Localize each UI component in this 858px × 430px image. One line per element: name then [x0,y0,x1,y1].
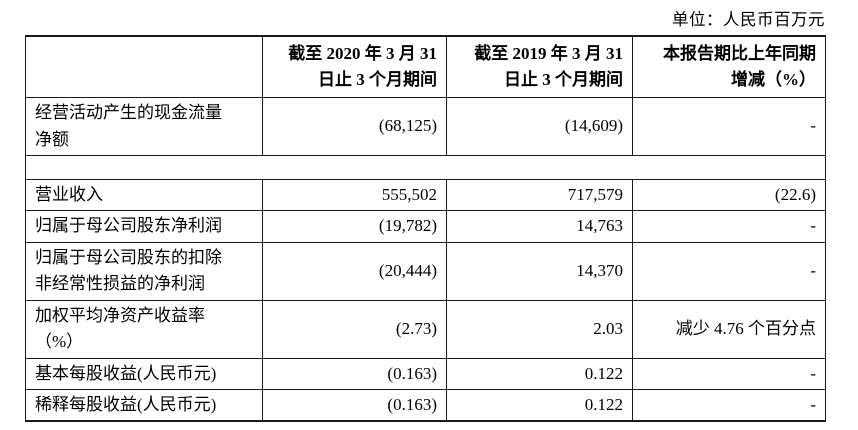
value-change: - [632,241,826,301]
table-row: 基本每股收益(人民币元) (0.163) 0.122 - [25,357,826,391]
spacer-cell [25,155,826,180]
value-change: - [632,97,826,156]
header-period-2019: 截至 2019 年 3 月 31 日止 3 个月期间 [446,35,633,98]
row-label: 营业收入 [25,178,263,212]
value-2019: 2.03 [446,299,633,359]
header-corner-cell [25,35,263,98]
value-2019: 0.122 [446,357,633,391]
header-change: 本报告期比上年同期 增减（%） [632,35,826,98]
value-change: (22.6) [632,178,826,212]
value-2019: 0.122 [446,389,633,422]
table-row: 归属于母公司股东的扣除 非经常性损益的净利润 (20,444) 14,370 - [25,241,826,301]
value-change: - [632,210,826,243]
table-row: 加权平均净资产收益率 （%） (2.73) 2.03 减少 4.76 个百分点 [25,299,826,359]
value-2020: (0.163) [262,389,447,422]
value-2019: 717,579 [446,178,633,212]
table-row: 稀释每股收益(人民币元) (0.163) 0.122 - [25,389,826,422]
row-label: 归属于母公司股东的扣除 非经常性损益的净利润 [25,241,263,301]
value-2020: (0.163) [262,357,447,391]
table-row: 营业收入 555,502 717,579 (22.6) [25,178,826,212]
value-change: - [632,357,826,391]
row-label: 经营活动产生的现金流量 净额 [25,97,263,156]
value-2019: 14,370 [446,241,633,301]
value-change: - [632,389,826,422]
value-2019: 14,763 [446,210,633,243]
value-2020: (2.73) [262,299,447,359]
value-2020: (19,782) [262,210,447,243]
table-row: 归属于母公司股东净利润 (19,782) 14,763 - [25,210,826,243]
unit-label: 单位：人民币百万元 [672,10,825,29]
financial-summary-table: 截至 2020 年 3 月 31 日止 3 个月期间 截至 2019 年 3 月… [25,35,826,423]
value-2020: (20,444) [262,241,447,301]
value-2020: (68,125) [262,97,447,156]
header-period-2020: 截至 2020 年 3 月 31 日止 3 个月期间 [262,35,447,98]
row-label: 基本每股收益(人民币元) [25,357,263,391]
value-2020: 555,502 [262,178,447,212]
value-2019: (14,609) [446,97,633,156]
table-row: 经营活动产生的现金流量 净额 (68,125) (14,609) - [25,97,826,156]
value-change: 减少 4.76 个百分点 [632,299,826,359]
row-label: 稀释每股收益(人民币元) [25,389,263,422]
row-label: 归属于母公司股东净利润 [25,210,263,243]
spacer-row [25,155,826,180]
row-label: 加权平均净资产收益率 （%） [25,299,263,359]
table-header-row: 截至 2020 年 3 月 31 日止 3 个月期间 截至 2019 年 3 月… [25,35,826,98]
